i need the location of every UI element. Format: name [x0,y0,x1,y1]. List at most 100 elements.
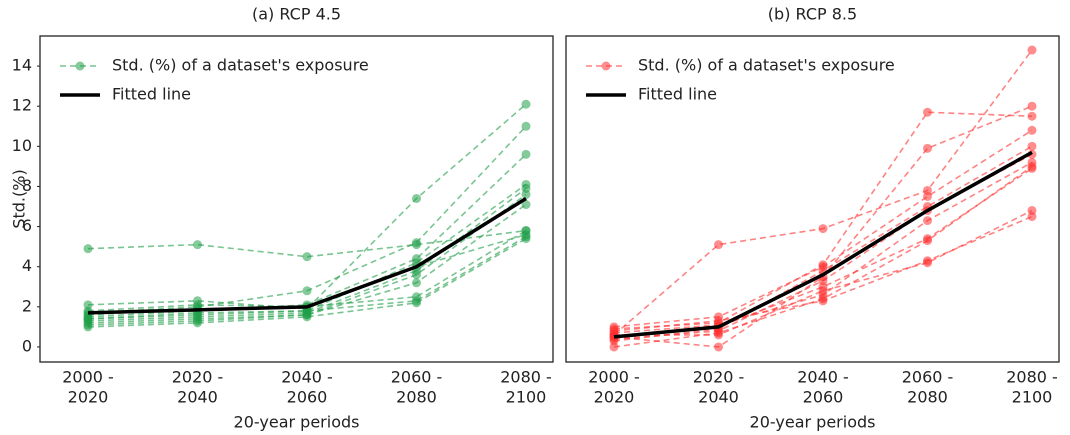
x-axis-label: 20-year periods [750,413,876,432]
x-tick-label: 2040 [698,388,739,407]
x-tick-label: 2060 - [391,368,443,387]
point [521,149,531,159]
point [1027,101,1037,111]
dataset-line [87,233,527,312]
point [1027,45,1037,55]
y-tick-label: 14 [12,56,32,75]
series [83,121,531,318]
x-tick-label: 2080 - [1006,368,1058,387]
y-tick-label: 2 [22,296,32,315]
legend-label: Fitted line [112,85,191,104]
point [714,330,723,340]
point [714,240,723,250]
x-tick-label: 2100 [1012,388,1053,407]
y-tick-label: 8 [22,176,32,195]
x-tick-label: 2040 - [281,368,333,387]
x-tick-label: 2060 - [902,368,954,387]
point [1027,125,1037,135]
dataset-line [87,125,527,314]
series [609,149,1037,344]
y-axis-label: Std.(%) [10,169,29,228]
point [83,314,93,324]
point [412,193,421,203]
legend-marker [601,61,611,71]
point [923,107,932,117]
y-tick-label: 10 [12,136,32,155]
dataset-line [87,103,527,310]
point [193,300,202,310]
point [412,238,421,248]
point [818,282,828,292]
point [521,189,531,199]
point [923,143,932,153]
y-tick-label: 12 [12,96,32,115]
y-tick-label: 4 [22,256,32,275]
x-tick-label: 2060 [803,388,844,407]
point [714,342,723,352]
dataset-line [87,237,527,328]
x-tick-label: 2080 - [500,368,552,387]
point [521,121,531,131]
x-tick-label: 2020 - [693,368,745,387]
dataset-line [87,153,527,318]
point [302,286,312,296]
point [521,99,531,109]
panel-title: (b) RCP 8.5 [768,5,857,24]
point [818,296,828,306]
series [609,141,1037,346]
dataset-line [613,145,1033,342]
x-tick-label: 2000 - [588,368,640,387]
point [83,244,93,254]
dataset-line [613,165,1033,348]
series [613,150,1033,339]
point [1027,111,1037,121]
legend-label: Std. (%) of a dataset's exposure [638,56,895,75]
series [83,234,531,332]
point [302,312,312,322]
point [1027,141,1037,151]
point [83,322,93,332]
dataset-line [87,193,527,324]
x-axis-label: 20-year periods [234,413,360,432]
panel-title: (a) RCP 4.5 [252,5,341,24]
dataset-line [87,229,527,258]
x-tick-label: 2080 [907,388,948,407]
dataset-line [614,209,1033,336]
legend-marker [75,61,85,71]
point [193,318,202,328]
point [521,200,531,210]
y-tick-label: 0 [22,336,32,355]
point [412,298,421,308]
x-tick-label: 2080 [396,388,437,407]
x-tick-label: 2100 [506,388,547,407]
dataset-line [87,235,527,320]
dataset-line [87,183,527,320]
x-tick-label: 2000 - [62,368,114,387]
point [521,234,531,244]
legend-label: Fitted line [638,85,717,104]
x-tick-label: 2040 [177,388,218,407]
point [302,252,312,262]
series [87,197,527,315]
point [1027,206,1037,216]
plot-frame [39,35,554,363]
legend-label: Std. (%) of a dataset's exposure [112,56,369,75]
point [1027,163,1037,173]
y-tick-label: 6 [22,216,32,235]
point [412,278,421,288]
fitted-line [87,197,527,315]
dataset-line [613,167,1033,338]
dataset-line [87,203,527,326]
x-tick-label: 2040 - [797,368,849,387]
point [412,270,421,280]
series [609,161,1037,352]
series [83,226,531,262]
x-tick-label: 2020 - [172,368,224,387]
point [818,224,828,234]
fitted-line [613,150,1033,339]
point [923,191,932,201]
point [923,258,932,268]
plot-frame [565,35,1060,363]
